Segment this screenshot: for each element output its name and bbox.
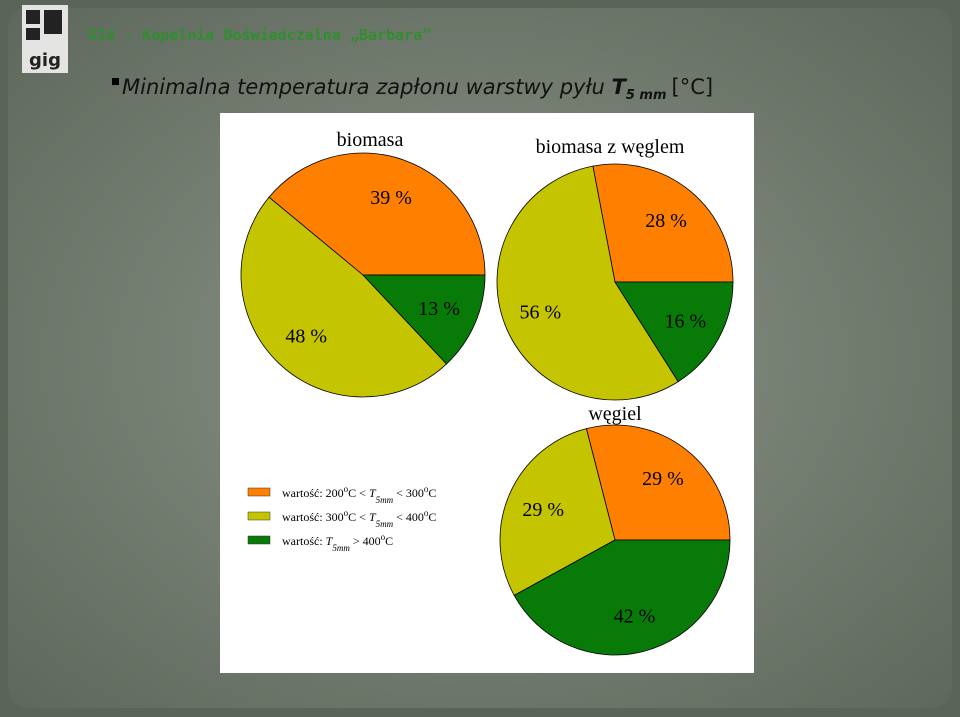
legend-part: T [369,510,377,524]
charts: biomasa 39 % 48 % 13 % biomasa z węglem 28 % 5… [240,129,734,656]
pie-slice [585,424,731,541]
pie-slice [240,196,448,398]
header: GIG - Kopalnia Doświadczalna „Barbara” [88,26,431,44]
legend-part: 5mm [376,495,394,505]
value-label: 29 % [642,468,684,490]
pie-slice [499,428,616,596]
legend-part: T [369,486,377,500]
legend-part: o [424,484,429,494]
pie-slice [362,274,486,365]
legend-part: o [344,484,349,494]
legend-part: wartość: 300 [282,510,344,524]
legend-swatch [247,487,271,497]
chart-title: węgiel [588,403,642,425]
value-label: 56 % [520,302,562,324]
pie-slice [614,281,734,383]
legend-part: C [428,510,436,524]
pie-slice [513,539,731,656]
chart-title: biomasa z węglem [536,136,685,158]
legend-part: o [381,532,386,542]
value-label: 39 % [370,187,412,209]
legend-part: C < [348,486,369,500]
legend-part: wartość: [282,534,326,548]
legend-part: o [424,508,429,518]
legend-part: 5mm [376,519,394,529]
legend-label: wartość: 300oC < T5mm < 400oC [282,508,436,529]
value-label: 28 % [645,210,687,232]
value-label: 16 % [664,311,706,333]
legend-part: 5mm [332,543,350,553]
legend-part: C [428,486,436,500]
value-label: 42 % [614,606,656,628]
pie-slice [496,165,679,401]
legend-part: < 400 [393,510,424,524]
slide-title: Minimalna temperatura zapłonu warstwy py… [122,75,713,103]
legend-label: wartość: T5mm > 400oC [282,532,393,553]
title-unit: [°C] [672,75,714,99]
legend-part: C [385,534,393,548]
pie-slice [268,152,486,276]
legend-part: wartość: 200 [282,486,344,500]
bullet [112,78,119,85]
legend-part: o [344,508,349,518]
legend-part: < 300 [393,486,424,500]
legend-part: T [326,534,334,548]
legend-swatch [247,535,271,545]
title-symbol: T [612,75,628,99]
title-text: Minimalna temperatura zapłonu warstwy py… [122,75,605,99]
chart-title: biomasa [337,129,404,151]
value-label: 29 % [522,499,564,521]
pie-slice [592,163,734,283]
legend-label: wartość: 200oC < T5mm < 300oC [282,484,436,505]
legend-part: > 400 [350,534,381,548]
legend-swatch [247,511,271,521]
legend-part: C < [348,510,369,524]
value-label: 13 % [418,298,460,320]
value-label: 48 % [285,325,327,347]
svg-text:gig: gig [29,50,61,71]
title-subscript: 5 mm [626,88,667,103]
logo: gig [22,5,68,73]
